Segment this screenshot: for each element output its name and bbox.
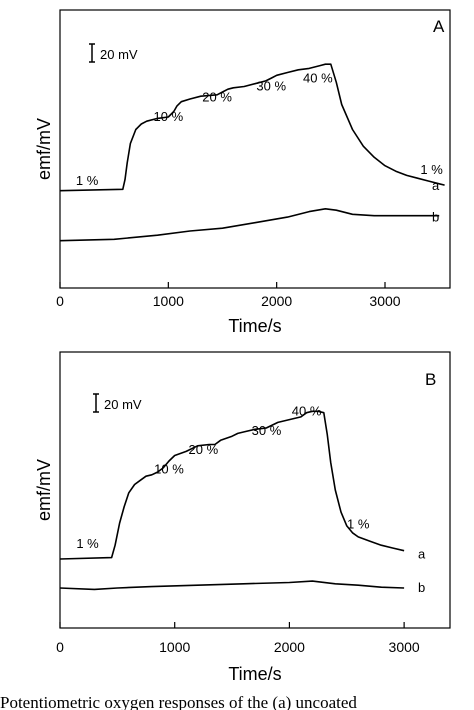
series-label-b: b [418,580,425,595]
series-label-a: a [432,178,440,193]
series-line-a [59,410,405,560]
x-tick-label: 1000 [153,293,184,309]
x-tick-label: 3000 [389,639,420,655]
annotation-label: 1 % [347,517,370,532]
x-axis-label: Time/s [228,316,281,336]
series-label-b: b [432,210,439,225]
x-tick-label: 2000 [274,639,305,655]
figure: 0 1000 2000 3000 Time/s emf/mV A 20 mV a b 1 % 10 %… [34,9,451,684]
x-tick-label: 3000 [369,293,400,309]
x-axis-label: Time/s [228,664,281,684]
y-axis-label: emf/mV [34,118,54,180]
y-axis-label: emf/mV [34,459,54,521]
annotation-label: 1 % [76,173,99,188]
annotation-label: 30 % [256,79,286,94]
series-line-b [59,208,440,242]
x-tick-label: 1000 [159,639,190,655]
series-label-a: a [418,547,426,562]
figure-caption: Potentiometric oxygen responses of the (… [0,694,357,710]
annotation-label: 20 % [202,90,232,105]
x-tick-label: 0 [56,293,64,309]
annotation-label: 30 % [252,423,282,438]
series-line-b [59,580,405,591]
x-tick-label: 0 [56,639,64,655]
chart-panel-b: 0 1000 2000 3000 Time/s emf/mV B 20 mV a b 1 % 10 %… [34,351,451,684]
annotation-label: 20 % [189,442,219,457]
annotation-label: 1 % [420,162,443,177]
chart-panel-a: 0 1000 2000 3000 Time/s emf/mV A 20 mV a b 1 % 10 %… [34,9,451,336]
scale-bar: 20 mV [89,43,138,63]
annotation-label: 10 % [154,461,184,476]
annotation-label: 40 % [292,403,322,418]
scale-bar: 20 mV [93,393,142,413]
plot-frame [59,351,451,629]
scale-bar-label: 20 mV [104,397,142,412]
annotation-label: 1 % [76,536,99,551]
annotation-label: 40 % [303,70,333,85]
panel-label: B [425,370,436,389]
x-tick-label: 2000 [261,293,292,309]
scale-bar-label: 20 mV [100,47,138,62]
annotation-label: 10 % [154,109,184,124]
panel-label: A [433,17,445,36]
plot-frame [59,9,451,289]
series-line-a [59,63,445,192]
